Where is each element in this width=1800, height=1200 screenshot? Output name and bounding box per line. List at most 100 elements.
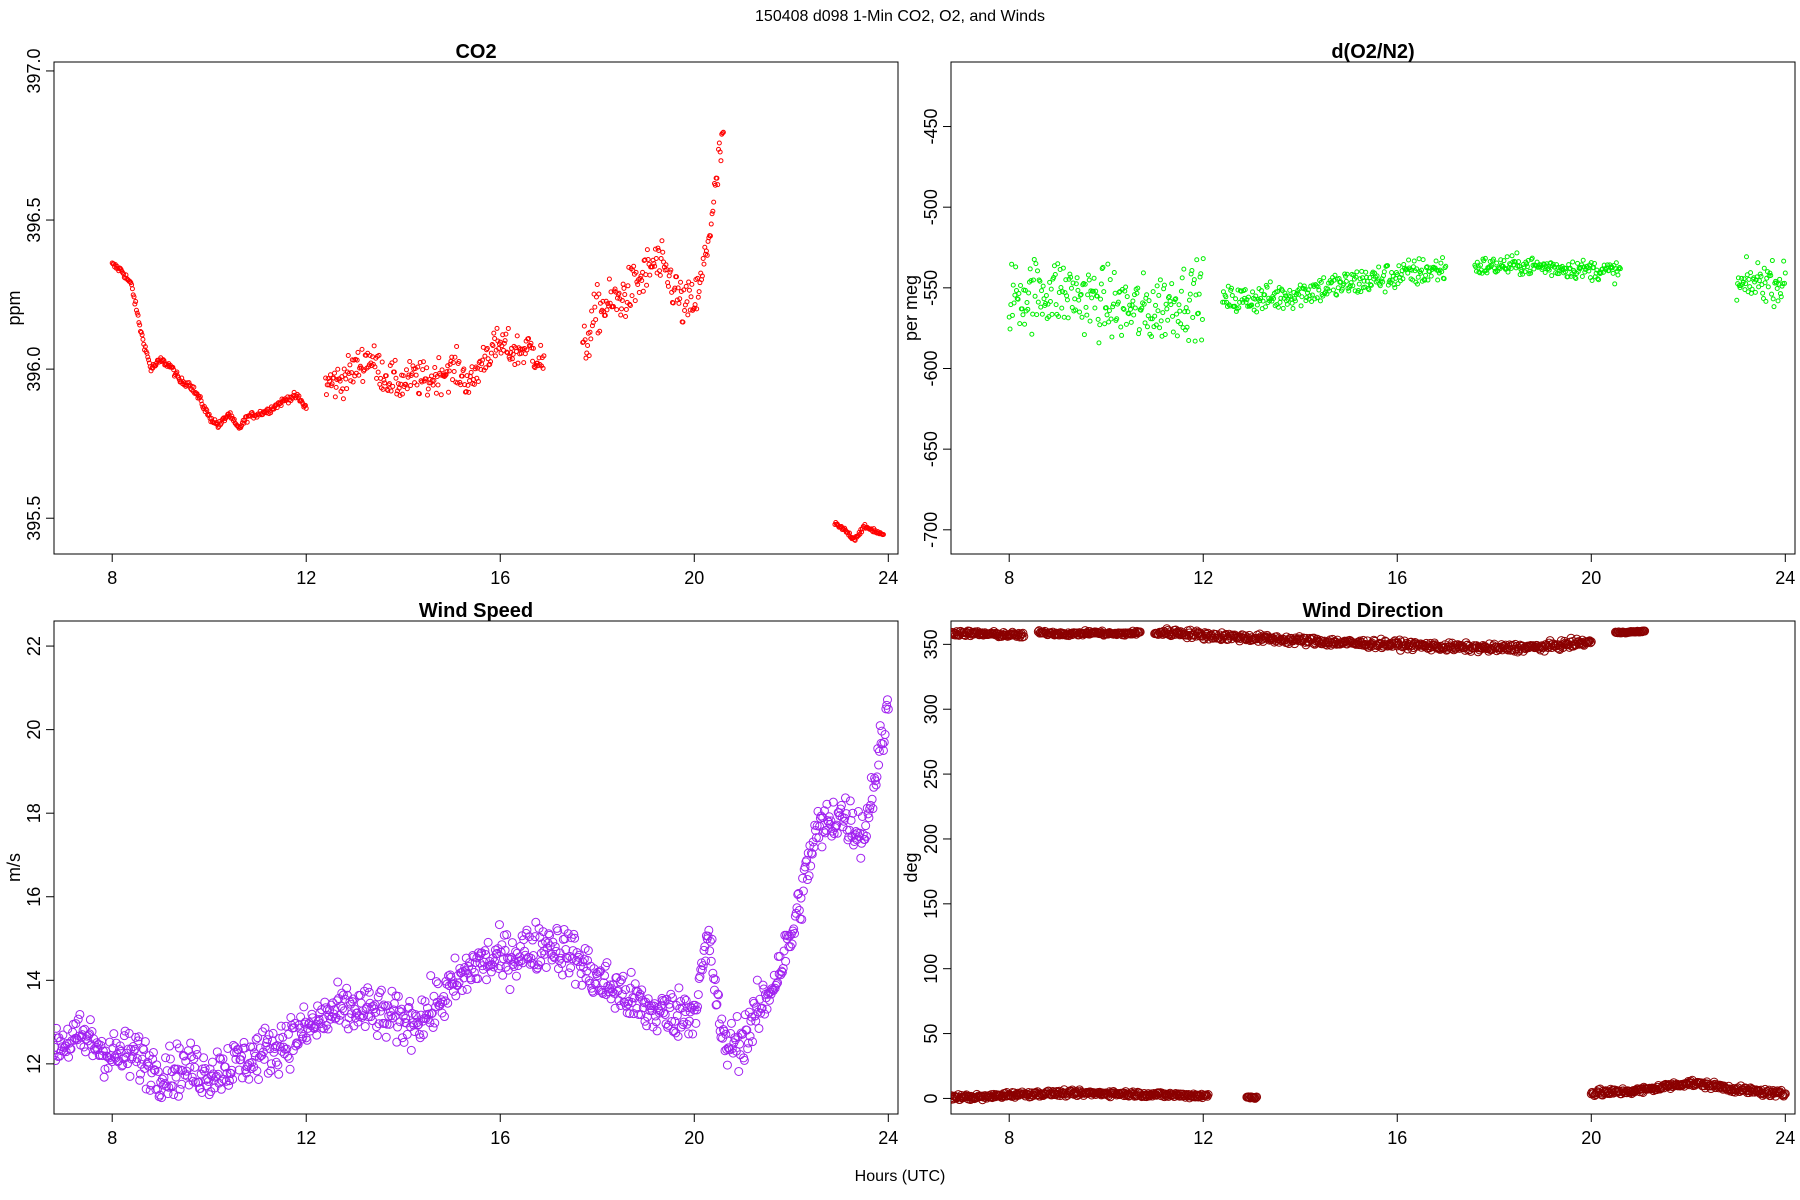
data-point: [710, 208, 716, 214]
data-point: [844, 825, 854, 835]
data-point: [161, 357, 167, 363]
data-point: [640, 288, 646, 294]
data-point: [673, 274, 679, 280]
data-point: [148, 1047, 158, 1057]
data-point: [1770, 296, 1776, 302]
data-point: [1132, 305, 1138, 311]
data-point: [544, 929, 554, 939]
data-point: [483, 365, 489, 371]
data-point: [64, 1052, 74, 1062]
data-point: [1047, 299, 1053, 305]
plot-frame: [53, 620, 899, 1115]
data-point: [286, 1012, 296, 1022]
data-point: [266, 1066, 276, 1076]
data-point: [689, 1005, 699, 1015]
data-point: [251, 1034, 261, 1044]
data-point: [496, 346, 502, 352]
data-point: [642, 1021, 652, 1031]
y-tick-label: 396.0: [24, 347, 44, 392]
data-point: [818, 813, 828, 823]
data-point: [1083, 304, 1089, 310]
data-point: [379, 1000, 389, 1010]
data-point: [560, 934, 570, 944]
data-point: [414, 1029, 424, 1039]
data-point: [819, 806, 829, 816]
data-point: [1140, 270, 1146, 276]
data-point: [1363, 269, 1369, 275]
data-point: [1277, 299, 1283, 305]
data-point: [466, 975, 476, 985]
data-point: [332, 370, 338, 376]
data-point: [259, 1054, 269, 1064]
data-point: [346, 371, 352, 377]
data-point: [159, 358, 165, 364]
data-point: [633, 1009, 643, 1019]
data-point: [660, 1010, 670, 1020]
data-point: [682, 308, 688, 314]
data-point: [381, 1032, 391, 1042]
data-point: [621, 985, 631, 995]
data-point: [1233, 308, 1239, 314]
data-point: [1415, 274, 1421, 280]
data-point: [1160, 310, 1166, 316]
data-point: [139, 332, 145, 338]
data-point: [333, 977, 343, 987]
data-point: [1305, 287, 1311, 293]
data-point: [1521, 264, 1527, 270]
data-point: [693, 990, 703, 1000]
data-point: [1232, 303, 1238, 309]
data-point: [462, 984, 472, 994]
y-tick-label: -700: [921, 512, 941, 548]
data-point: [817, 842, 827, 852]
data-point: [296, 393, 302, 399]
data-points: [109, 129, 886, 543]
data-point: [757, 1003, 767, 1013]
data-point: [627, 997, 637, 1007]
data-point: [464, 373, 470, 379]
data-point: [418, 1030, 428, 1040]
data-point: [675, 285, 681, 291]
y-tick-label: 350: [921, 629, 941, 659]
data-point: [510, 351, 516, 357]
data-point: [1392, 285, 1398, 291]
data-point: [522, 925, 532, 935]
data-point: [602, 958, 612, 968]
data-point: [1110, 304, 1116, 310]
data-point: [807, 848, 816, 858]
data-point: [643, 272, 649, 278]
data-point: [336, 1001, 346, 1011]
data-point: [1063, 277, 1069, 283]
data-point: [1582, 637, 1592, 647]
data-point: [381, 377, 387, 383]
y-tick-label: 200: [921, 824, 941, 854]
data-point: [429, 373, 435, 379]
data-point: [450, 953, 460, 963]
data-point: [1170, 329, 1176, 335]
data-point: [1013, 288, 1019, 294]
data-point: [1524, 264, 1530, 270]
data-point: [1152, 313, 1158, 319]
data-point: [1183, 305, 1189, 311]
data-point: [54, 1050, 59, 1060]
data-point: [1046, 314, 1052, 320]
data-point: [1343, 278, 1349, 284]
data-point: [1077, 292, 1083, 298]
data-point: [1203, 1090, 1213, 1100]
data-point: [433, 979, 443, 989]
data-point: [622, 292, 628, 298]
data-point: [515, 360, 521, 366]
data-point: [1753, 277, 1759, 283]
data-point: [540, 365, 546, 371]
data-point: [1422, 277, 1428, 283]
data-point: [1752, 289, 1758, 295]
data-point: [1156, 292, 1162, 298]
data-point: [781, 956, 791, 966]
data-point: [578, 957, 588, 967]
data-point: [1573, 276, 1579, 282]
data-point: [1142, 320, 1148, 326]
data-point: [498, 970, 508, 980]
data-point: [845, 796, 855, 806]
data-point: [341, 366, 347, 372]
data-point: [604, 307, 610, 313]
data-point: [647, 272, 653, 278]
